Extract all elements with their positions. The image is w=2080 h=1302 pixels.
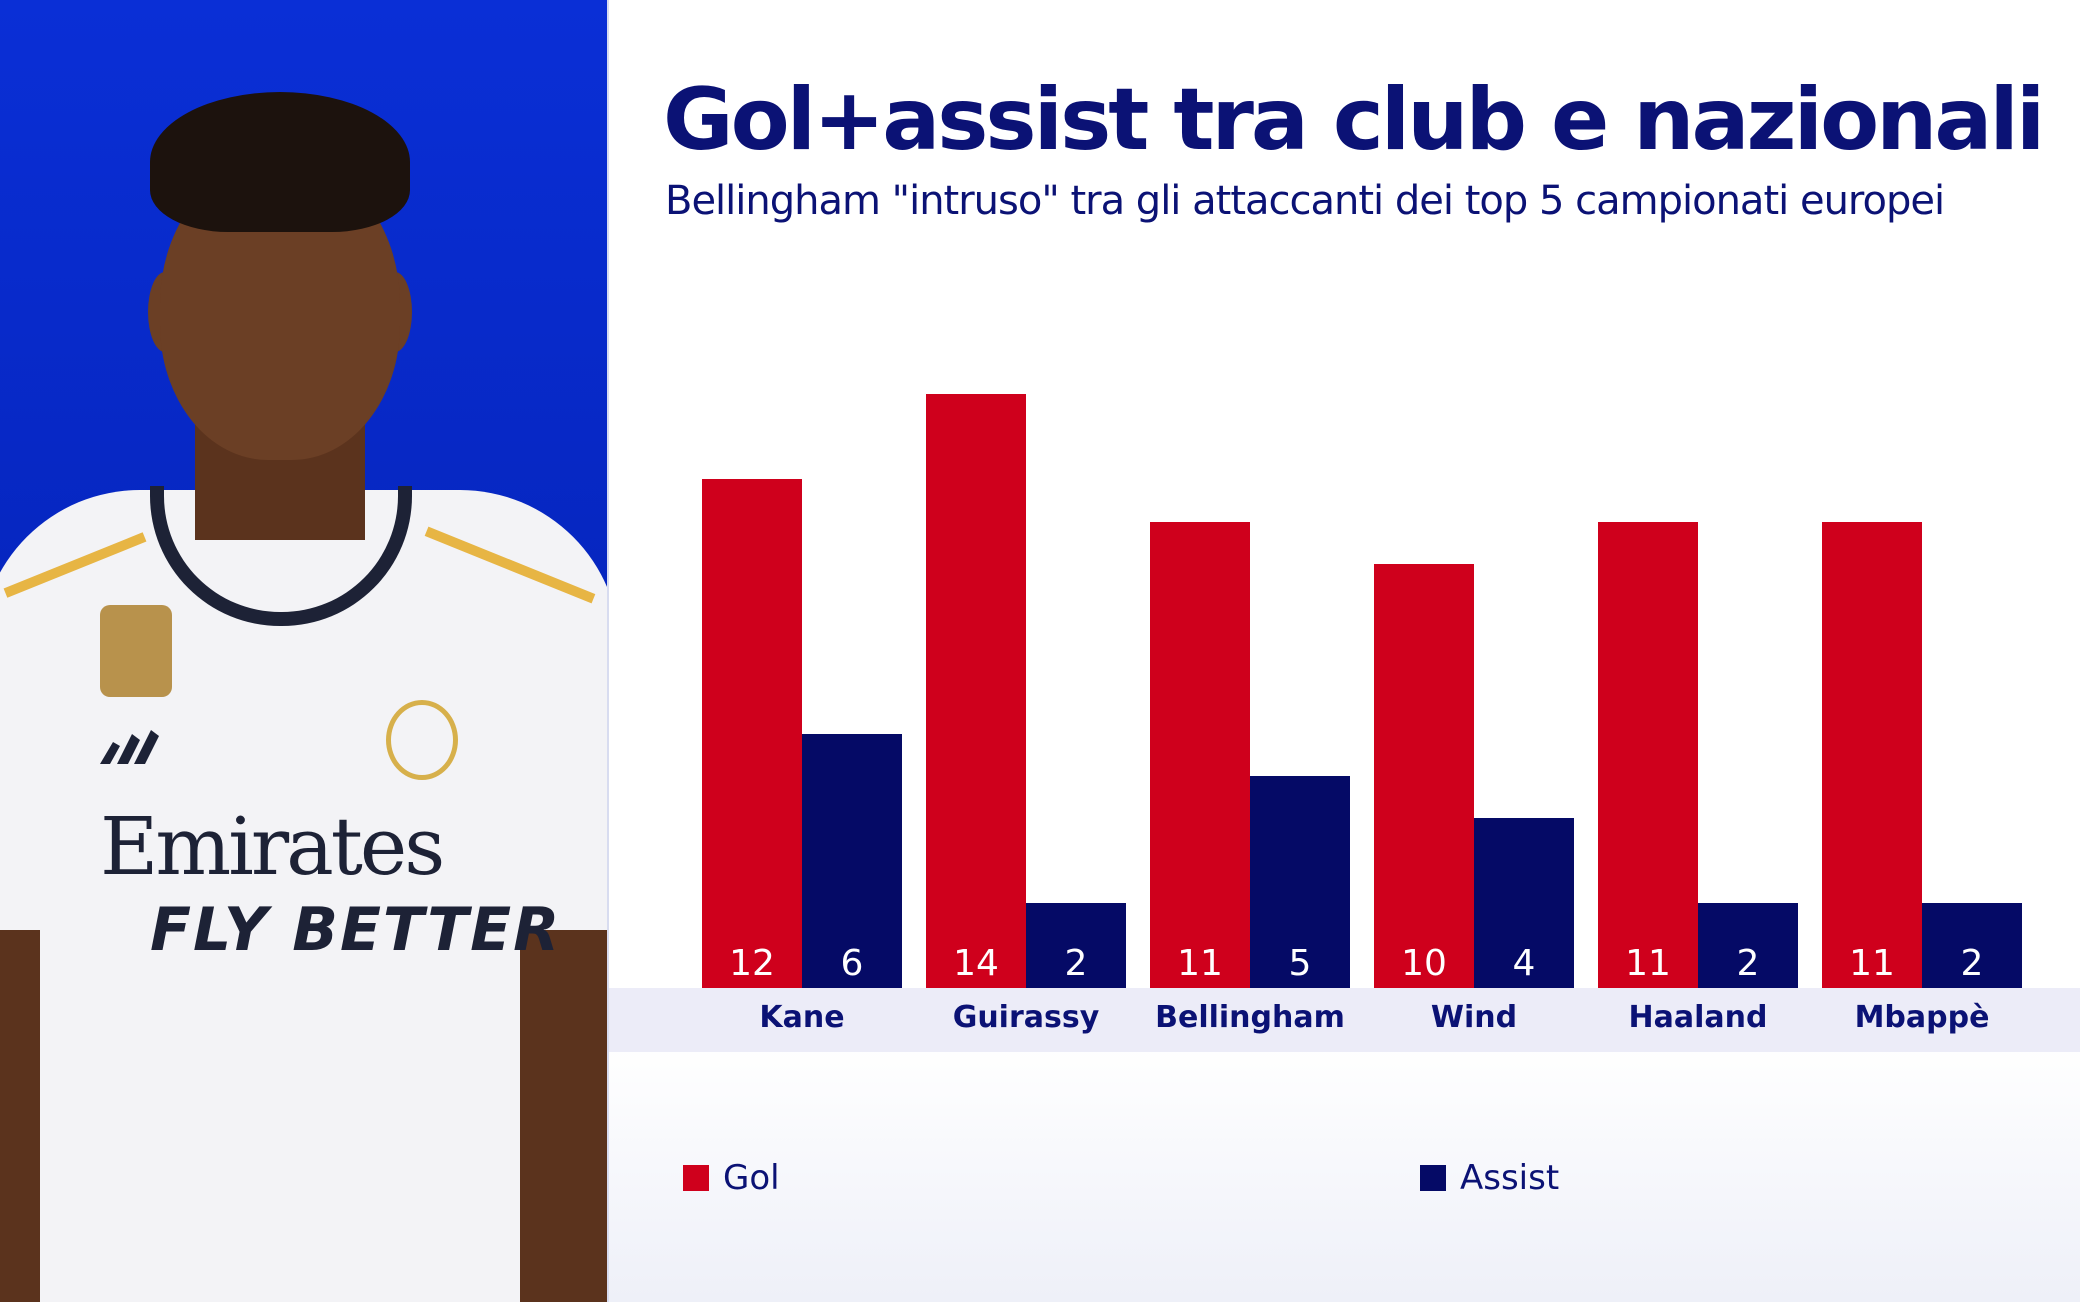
left-arm (0, 930, 40, 1302)
bar-value-label: 11 (1625, 942, 1671, 984)
legend-swatch-gol (683, 1165, 709, 1191)
assist-bar: 5 (1250, 776, 1350, 988)
bar-value-label: 11 (1849, 942, 1895, 984)
bar-value-label: 11 (1177, 942, 1223, 984)
player-photo-panel: Emirates FLY BETTER (0, 0, 609, 1302)
assist-bar: 2 (1698, 903, 1798, 988)
category-label: Wind (1430, 1000, 1518, 1035)
chart-subtitle: Bellingham "intruso" tra gli attaccanti … (665, 178, 1945, 224)
bar-value-label: 6 (840, 942, 864, 984)
gol-bar: 11 (1150, 521, 1250, 988)
bar-value-label: 5 (1288, 943, 1312, 984)
sponsor-text: Emirates (100, 800, 445, 893)
bar-value-label: 2 (1736, 942, 1760, 984)
category-label: Mbappè (1854, 1000, 1990, 1035)
assist-bar: 4 (1474, 818, 1574, 988)
assist-bar: 2 (1026, 903, 1126, 988)
category-label: Guirassy (952, 1000, 1100, 1035)
legend-label: Assist (1460, 1158, 1560, 1198)
gol-bar: 11 (1598, 521, 1698, 988)
legend-swatch-assist (1420, 1165, 1446, 1191)
bar-value-label: 4 (1512, 942, 1536, 984)
fifa-champion-badge-icon (100, 605, 172, 697)
bar-value-label: 14 (953, 942, 999, 984)
gol-bar: 11 (1822, 521, 1922, 988)
player-hair (150, 92, 410, 232)
bar-value-label: 10 (1401, 943, 1447, 984)
legend-item-gol: Gol (683, 1158, 780, 1198)
gol-bar: 10 (1374, 564, 1474, 988)
assist-bar: 6 (802, 733, 902, 988)
adidas-logo-icon (95, 730, 175, 764)
bar-value-label: 2 (1064, 942, 1088, 984)
bar-value-label: 12 (729, 942, 775, 984)
chart-area: Gol+assist tra club e nazionali Bellingh… (609, 0, 2080, 1302)
bar-value-label: 2 (1960, 942, 1984, 984)
category-label: Haaland (1628, 1000, 1768, 1035)
chart-title: Gol+assist tra club e nazionali (663, 70, 2045, 170)
legend-label: Gol (723, 1158, 780, 1198)
category-label: Bellingham (1155, 1000, 1345, 1035)
gol-bar: 12 (702, 479, 802, 988)
legend-item-assist: Assist (1420, 1158, 1559, 1198)
category-axis-band (609, 988, 2080, 1052)
right-arm (520, 930, 607, 1302)
sponsor-tagline: FLY BETTER (150, 895, 562, 965)
assist-bar: 2 (1922, 903, 2022, 988)
category-label: Kane (759, 1000, 845, 1035)
club-crest-icon (386, 700, 458, 780)
gol-bar: 14 (926, 394, 1026, 988)
